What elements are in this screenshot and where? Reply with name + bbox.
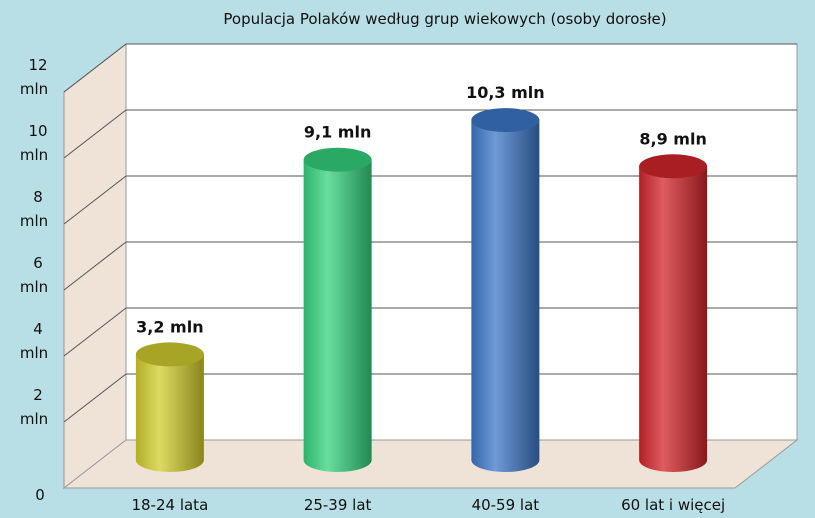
data-label: 9,1 mln	[304, 123, 371, 142]
bars	[135, 108, 708, 473]
y-tick-label: 12 mln	[20, 56, 48, 98]
bar	[639, 154, 708, 473]
data-label: 10,3 mln	[466, 83, 545, 102]
y-tick-label: 2 mln	[20, 386, 48, 428]
data-label: 8,9 mln	[639, 129, 706, 148]
y-tick-unit: mln	[20, 212, 48, 230]
bar-top	[135, 342, 204, 367]
gridline-side	[63, 241, 127, 291]
gridline-side	[63, 307, 127, 357]
y-tick-number: 2	[33, 386, 43, 404]
y-tick-number: 12	[28, 56, 47, 74]
bar	[471, 108, 540, 473]
y-tick-unit: mln	[20, 146, 48, 164]
bar-body	[471, 120, 540, 473]
y-tick-unit: mln	[20, 410, 48, 428]
bar-body	[135, 354, 204, 473]
gridline-side	[63, 109, 127, 159]
chart-title: Populacja Polaków według grup wiekowych …	[223, 10, 666, 28]
y-tick-unit: mln	[20, 278, 48, 296]
y-tick-label: 6 mln	[20, 254, 48, 296]
y-tick-number: 10	[28, 122, 47, 140]
gridline-side	[63, 175, 127, 225]
data-label: 3,2 mln	[136, 317, 203, 336]
y-tick-number: 8	[33, 188, 43, 206]
bar-top	[471, 108, 540, 133]
gridline-side	[63, 43, 127, 93]
y-tick-unit: mln	[20, 344, 48, 362]
y-tick-number: 4	[33, 320, 43, 338]
y-tick-number: 6	[33, 254, 43, 272]
x-tick-label: 60 lat i więcej	[621, 496, 725, 514]
bar	[303, 147, 372, 473]
bar-body	[639, 166, 708, 473]
bar-top	[639, 154, 708, 179]
y-tick-unit: mln	[20, 80, 48, 98]
y-tick-label: 4 mln	[20, 320, 48, 362]
bar-top	[303, 147, 372, 172]
y-tick-label: 10 mln	[20, 122, 48, 164]
gridline-side	[63, 373, 127, 423]
y-tick-label: 0	[35, 486, 45, 504]
x-tick-label: 40-59 lat	[472, 496, 540, 514]
y-tick-label: 8 mln	[20, 188, 48, 230]
bar-body	[303, 159, 372, 473]
floor	[62, 439, 799, 489]
x-tick-label: 18-24 lata	[131, 496, 208, 514]
bar	[135, 342, 204, 473]
labels: 0 2 mln 4 mln 6 mln 8 mln 10 mln 12 mln 3,2 mln 18-24 …	[20, 56, 725, 514]
x-tick-label: 25-39 lat	[304, 496, 372, 514]
